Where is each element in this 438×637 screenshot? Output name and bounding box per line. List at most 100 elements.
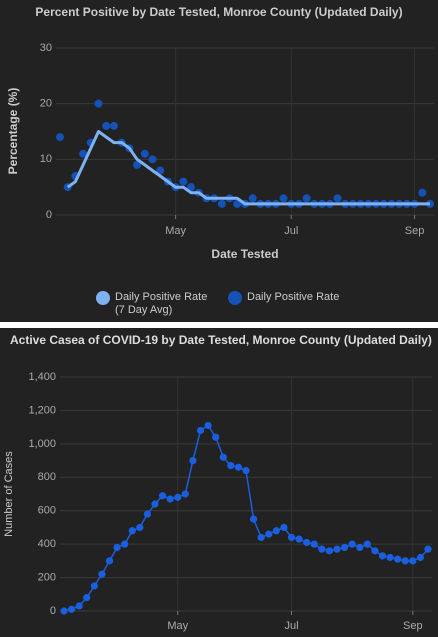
- data-point: [189, 456, 197, 465]
- y-tick-label: 200: [38, 571, 56, 583]
- data-point: [295, 535, 303, 543]
- data-point: [196, 426, 205, 435]
- data-line: [66, 130, 430, 206]
- data-point: [418, 188, 427, 197]
- panel-active-cases: Active Casea of COVID-19 by Date Tested,…: [0, 328, 438, 637]
- data-point: [303, 538, 311, 547]
- data-point: [265, 530, 273, 538]
- data-point: [333, 194, 342, 203]
- data-point: [83, 594, 91, 602]
- data-point: [136, 523, 144, 532]
- legend-label: Daily Positive Rate (7 Day Avg): [115, 291, 208, 316]
- panel-percent-positive: Percent Positive by Date Tested, Monroe …: [0, 0, 438, 322]
- data-point: [280, 523, 288, 532]
- data-point: [56, 133, 64, 142]
- legend-swatch: [96, 291, 110, 305]
- data-point: [371, 547, 379, 555]
- data-point: [272, 527, 280, 535]
- y-tick-label: 600: [38, 505, 56, 517]
- data-point: [174, 493, 182, 501]
- data-point: [348, 540, 356, 548]
- chart: Active Casea of COVID-19 by Date Tested,…: [3, 333, 432, 632]
- y-tick-label: 30: [40, 42, 52, 54]
- data-point: [179, 177, 188, 186]
- data-point: [356, 543, 364, 552]
- data-point: [121, 540, 129, 548]
- data-point: [340, 543, 349, 552]
- data-point: [156, 166, 165, 175]
- data-point: [109, 121, 118, 130]
- y-tick-label: 1,000: [28, 438, 56, 450]
- y-tick-label: 10: [40, 153, 52, 165]
- legend: Daily Positive Rate (7 Day Avg) Daily Pos…: [0, 291, 438, 317]
- y-axis-label: Number of Cases: [3, 451, 15, 537]
- data-point: [94, 99, 103, 108]
- data-point: [257, 533, 265, 542]
- legend-swatch: [228, 291, 242, 305]
- data-point: [287, 533, 296, 542]
- data-point: [60, 607, 68, 615]
- data-point: [105, 557, 114, 565]
- data-point: [227, 461, 235, 470]
- data-point: [386, 553, 394, 562]
- data-point: [204, 421, 212, 430]
- legend-item: Daily Positive Rate (7 Day Avg): [96, 291, 210, 317]
- y-tick-label: 800: [38, 471, 56, 483]
- legend-label: Daily Positive Rate: [247, 291, 340, 303]
- chart: Percent Positive by Date Tested, Monroe …: [6, 5, 434, 261]
- data-point: [378, 552, 387, 560]
- data-point: [318, 545, 326, 553]
- data-point: [140, 149, 149, 158]
- data-point: [98, 570, 106, 578]
- x-tick-label: Jul: [284, 225, 298, 237]
- data-point: [394, 555, 402, 563]
- data-point: [67, 605, 76, 613]
- data-point: [242, 467, 250, 475]
- data-point: [409, 557, 417, 565]
- data-point: [102, 121, 111, 130]
- data-point: [416, 553, 425, 562]
- y-tick-label: 20: [40, 98, 52, 110]
- x-tick-label: Jul: [284, 620, 298, 632]
- data-point: [158, 492, 167, 500]
- legend-item: Daily Positive Rate: [228, 291, 342, 317]
- x-tick-label: May: [167, 620, 188, 632]
- y-tick-label: 400: [38, 538, 56, 550]
- x-tick-label: Sep: [403, 620, 423, 632]
- data-point: [424, 545, 432, 553]
- data-point: [128, 527, 136, 535]
- data-point: [181, 490, 189, 498]
- data-point: [151, 500, 159, 508]
- data-point: [217, 199, 226, 208]
- data-point: [401, 557, 409, 565]
- y-tick-label: 0: [46, 209, 52, 221]
- data-point: [90, 582, 98, 590]
- x-axis-label: Date Tested: [211, 247, 278, 261]
- data-point: [279, 194, 288, 203]
- y-tick-label: 0: [50, 605, 56, 617]
- data-point: [233, 199, 242, 208]
- y-tick-label: 1,400: [28, 371, 56, 383]
- data-point: [219, 453, 227, 461]
- y-axis-label: Percentage (%): [6, 88, 20, 175]
- chart-title: Percent Positive by Date Tested, Monroe …: [35, 5, 402, 19]
- data-point: [166, 495, 174, 503]
- data-point: [302, 194, 311, 203]
- data-point: [234, 463, 243, 471]
- data-point: [113, 543, 121, 552]
- data-line: [63, 424, 429, 612]
- y-tick-label: 1,200: [28, 404, 56, 416]
- data-point: [75, 602, 83, 610]
- data-point: [333, 545, 341, 553]
- data-point: [248, 194, 257, 203]
- data-point: [249, 515, 258, 523]
- data-point: [143, 510, 152, 518]
- x-tick-label: May: [165, 225, 186, 237]
- data-point: [79, 149, 88, 158]
- data-point: [148, 155, 157, 164]
- data-point: [325, 547, 334, 555]
- data-point: [310, 540, 318, 548]
- data-point: [212, 433, 220, 441]
- data-point: [187, 183, 196, 192]
